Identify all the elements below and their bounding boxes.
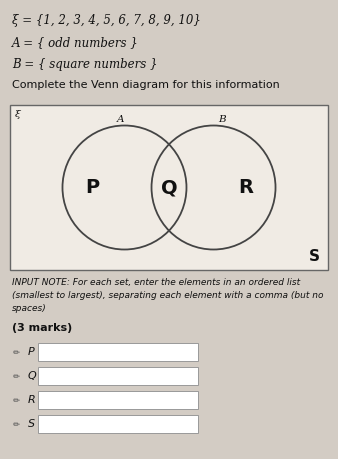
Text: A = { odd numbers }: A = { odd numbers }: [12, 36, 139, 49]
FancyBboxPatch shape: [38, 367, 198, 385]
Text: A: A: [117, 115, 124, 124]
Text: Q: Q: [161, 178, 177, 197]
Text: P: P: [28, 347, 35, 357]
Text: spaces): spaces): [12, 304, 47, 313]
Text: ✏: ✏: [13, 420, 20, 429]
FancyBboxPatch shape: [38, 415, 198, 433]
Text: ξ: ξ: [15, 110, 21, 119]
Text: INPUT NOTE: For each set, enter the elements in an ordered list: INPUT NOTE: For each set, enter the elem…: [12, 278, 300, 287]
Text: Q: Q: [28, 371, 37, 381]
Text: ξ = {1, 2, 3, 4, 5, 6, 7, 8, 9, 10}: ξ = {1, 2, 3, 4, 5, 6, 7, 8, 9, 10}: [12, 14, 201, 27]
Text: R: R: [238, 178, 253, 197]
Text: B = { square numbers }: B = { square numbers }: [12, 58, 158, 71]
Text: R: R: [28, 395, 36, 405]
FancyBboxPatch shape: [38, 391, 198, 409]
Text: (3 marks): (3 marks): [12, 323, 72, 333]
Text: S: S: [309, 249, 320, 264]
Text: B: B: [219, 115, 226, 124]
Text: ✏: ✏: [13, 371, 20, 381]
FancyBboxPatch shape: [38, 343, 198, 361]
Text: S: S: [28, 419, 35, 429]
Text: ✏: ✏: [13, 396, 20, 404]
Text: Complete the Venn diagram for this information: Complete the Venn diagram for this infor…: [12, 80, 280, 90]
Text: ✏: ✏: [13, 347, 20, 357]
FancyBboxPatch shape: [10, 105, 328, 270]
Text: (smallest to largest), separating each element with a comma (but no: (smallest to largest), separating each e…: [12, 291, 323, 300]
Text: P: P: [85, 178, 99, 197]
